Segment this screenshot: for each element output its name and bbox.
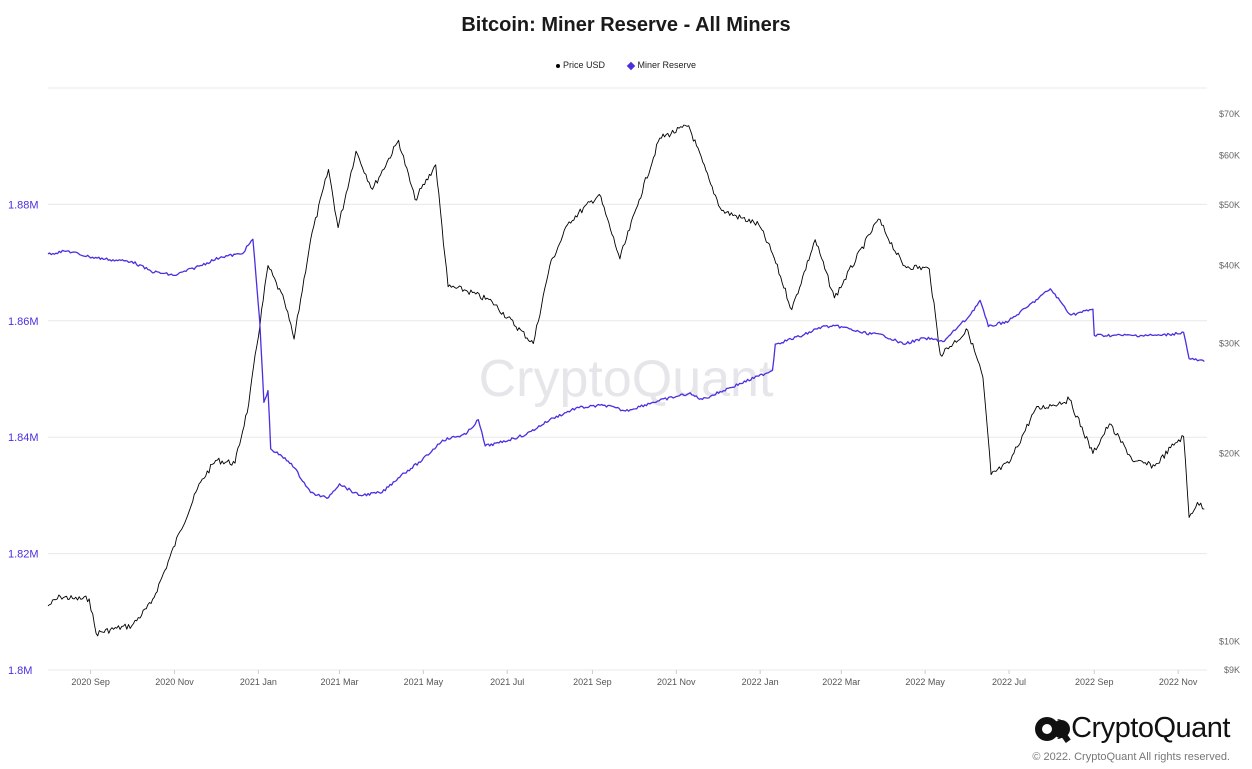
right-tick-label: $70K [1219, 109, 1240, 119]
left-tick-label: 1.84M [8, 432, 39, 444]
left-tick-label: 1.8M [8, 665, 32, 677]
left-tick-label: 1.88M [8, 199, 39, 211]
x-tick-label: 2020 Nov [155, 677, 194, 687]
legend-item-price[interactable]: Price USD [555, 60, 605, 70]
right-tick-label: $20K [1219, 449, 1240, 459]
x-tick-label: 2021 May [404, 677, 444, 687]
legend-label-miner-reserve: Miner Reserve [637, 60, 697, 70]
legend-label-price: Price USD [562, 60, 605, 70]
right-tick-label: $10K [1219, 636, 1240, 646]
copyright-text: © 2022. CryptoQuant All rights reserved. [1032, 751, 1230, 763]
legend: Price USD Miner Reserve [0, 60, 1252, 70]
x-tick-label: 2021 Nov [657, 677, 696, 687]
grid [48, 87, 1207, 671]
chart-title: Bitcoin: Miner Reserve - All Miners [461, 14, 791, 36]
brand-name: CryptoQuant [1071, 712, 1230, 744]
right-tick-label: $60K [1219, 151, 1240, 161]
left-axis: 1.8M 1.82M 1.84M 1.86M 1.88M [8, 199, 39, 677]
right-tick-label: $30K [1219, 339, 1240, 349]
x-tick-label: 2022 Jan [742, 677, 779, 687]
x-tick-label: 2021 Mar [320, 677, 358, 687]
x-tick-label: 2022 Sep [1075, 677, 1114, 687]
right-axis: $9K $10K $20K $30K $40K $50K $60K $70K [1219, 109, 1240, 675]
right-tick-label: $9K [1224, 665, 1240, 675]
x-tick-label: 2022 May [905, 677, 945, 687]
left-tick-label: 1.82M [8, 549, 39, 561]
legend-dot-icon [555, 63, 560, 68]
chart-area: CryptoQuant 1.8M 1.82M 1.84M 1.86M 1.88M $9K… [8, 87, 1240, 687]
x-tick-label: 2022 Mar [822, 677, 860, 687]
x-tick-label: 2021 Jul [490, 677, 524, 687]
series-line-miner-reserve[interactable] [47, 238, 1205, 499]
legend-item-miner-reserve[interactable]: Miner Reserve [626, 60, 697, 70]
x-axis: 2020 Sep 2020 Nov 2021 Jan 2021 Mar 2021 May… [71, 670, 1198, 687]
watermark-text: CryptoQuant [479, 350, 774, 408]
right-tick-label: $40K [1219, 261, 1240, 271]
series-line-price-usd[interactable] [47, 124, 1205, 637]
cryptoquant-logo-icon [1035, 716, 1071, 743]
x-tick-label: 2020 Sep [71, 677, 110, 687]
series-layer [47, 124, 1205, 637]
x-tick-label: 2022 Jul [992, 677, 1026, 687]
brand-logo: CryptoQuant [1033, 712, 1230, 745]
x-tick-label: 2022 Nov [1159, 677, 1198, 687]
x-tick-label: 2021 Jan [240, 677, 277, 687]
left-tick-label: 1.86M [8, 316, 39, 328]
right-tick-label: $50K [1219, 200, 1240, 210]
x-tick-label: 2021 Sep [573, 677, 612, 687]
